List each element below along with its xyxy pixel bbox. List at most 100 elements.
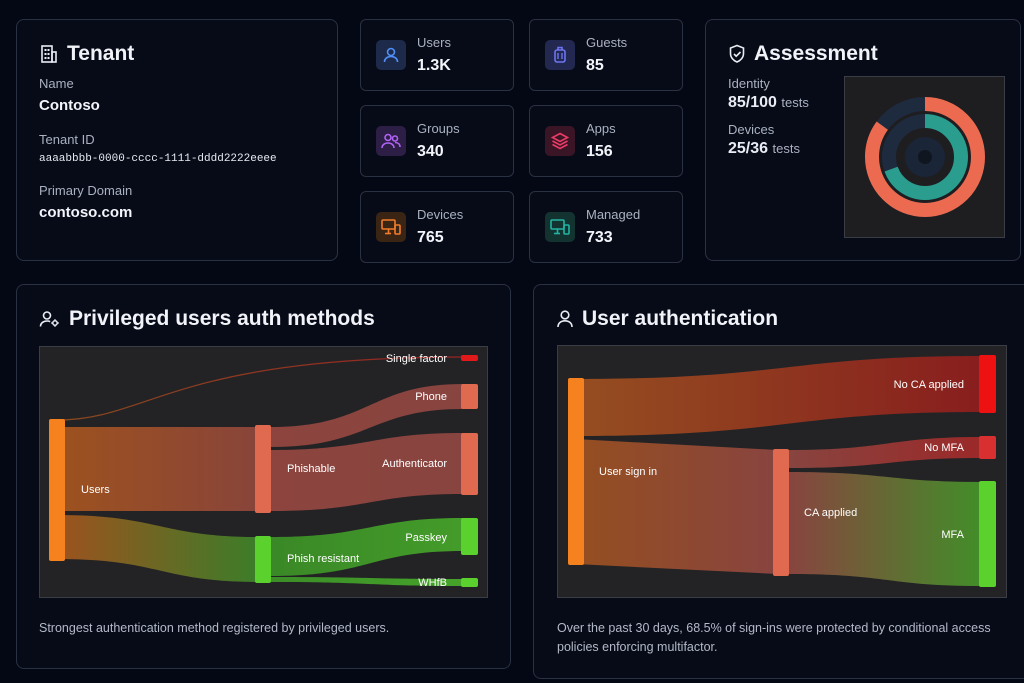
user-auth-sankey: User sign in CA applied No CA applied No… <box>557 345 1007 598</box>
label-user-sign-in: User sign in <box>599 466 657 478</box>
privileged-auth-footer: Strongest authentication method register… <box>39 621 390 635</box>
user-auth-title: User authentication <box>556 307 1002 331</box>
label-phish-resistant: Phish resistant <box>287 553 359 565</box>
stat-devices-label: Devices <box>417 207 464 222</box>
people-icon <box>376 126 406 156</box>
shield-check-icon <box>729 44 745 63</box>
stat-groups[interactable]: Groups 340 <box>360 105 514 177</box>
stat-groups-value: 340 <box>417 143 444 160</box>
devices-unit: tests <box>772 141 800 156</box>
label-passkey: Passkey <box>405 532 447 544</box>
user-auth-footer: Over the past 30 days, 68.5% of sign-ins… <box>557 621 991 654</box>
devices-row: Devices 25/36 tests <box>728 122 998 158</box>
stat-guests-label: Guests <box>586 35 628 50</box>
tenant-id-field: Tenant ID aaaabbbb-0000-cccc-1111-dddd22… <box>39 132 315 165</box>
tenant-card: Tenant Name Contoso Tenant ID aaaabbbb-0… <box>16 19 338 261</box>
tenant-name-value: Contoso <box>39 97 100 114</box>
donut-hole <box>918 150 932 164</box>
node-phone[interactable] <box>461 384 478 409</box>
stat-apps[interactable]: Apps 156 <box>529 105 683 177</box>
link-ca-no-mfa[interactable] <box>789 437 981 468</box>
stat-apps-value: 156 <box>586 143 613 160</box>
identity-value: 85/100 <box>728 94 777 111</box>
devices-icon <box>376 212 406 242</box>
tenant-title: Tenant <box>39 42 315 66</box>
assessment-title-text: Assessment <box>754 42 878 65</box>
node-user-sign-in[interactable] <box>568 378 584 565</box>
tenant-domain-label: Primary Domain <box>39 183 133 198</box>
stat-devices-value: 765 <box>417 229 444 246</box>
node-phish-resistant[interactable] <box>255 536 271 583</box>
label-no-ca: No CA applied <box>894 379 964 391</box>
tenant-id-value: aaaabbbb-0000-cccc-1111-dddd2222eeee <box>39 153 277 165</box>
tenant-domain-field: Primary Domain contoso.com <box>39 183 315 221</box>
stat-managed-value: 733 <box>586 229 613 246</box>
link-users-phish-resistant[interactable] <box>57 515 259 582</box>
stat-users-label: Users <box>417 35 451 50</box>
link-sign-in-ca-applied[interactable] <box>575 439 777 574</box>
label-authenticator: Authenticator <box>382 458 447 470</box>
stat-users-value: 1.3K <box>417 57 451 74</box>
label-single-factor: Single factor <box>386 353 447 365</box>
link-users-single-factor[interactable] <box>56 356 466 421</box>
link-phishable-authenticator[interactable] <box>271 433 463 511</box>
label-mfa: MFA <box>941 529 964 541</box>
node-passkey[interactable] <box>461 518 478 555</box>
label-users: Users <box>81 484 110 496</box>
stat-managed[interactable]: Managed 733 <box>529 191 683 263</box>
stat-devices[interactable]: Devices 765 <box>360 191 514 263</box>
label-phone: Phone <box>415 391 447 403</box>
node-phishable[interactable] <box>255 425 271 513</box>
identity-unit: tests <box>781 95 809 110</box>
devices-value: 25/36 <box>728 140 769 157</box>
managed-devices-icon <box>545 212 575 242</box>
assessment-title: Assessment <box>728 42 998 66</box>
node-no-ca[interactable] <box>979 355 996 413</box>
label-whfb: WHfB <box>418 577 447 589</box>
stat-guests-value: 85 <box>586 57 604 74</box>
tenant-name-field: Name Contoso <box>39 76 315 114</box>
building-icon <box>41 45 57 63</box>
stat-groups-label: Groups <box>417 121 460 136</box>
link-phish-resistant-whfb[interactable] <box>271 577 463 586</box>
identity-label: Identity <box>728 76 770 91</box>
stat-guests[interactable]: Guests 85 <box>529 19 683 91</box>
privileged-auth-card: Privileged users auth methods <box>16 284 511 669</box>
stat-users[interactable]: Users 1.3K <box>360 19 514 91</box>
luggage-icon <box>545 40 575 70</box>
privileged-sankey: Users Phishable Phish resistant Single f… <box>39 346 488 598</box>
devices-label: Devices <box>728 122 775 137</box>
node-authenticator[interactable] <box>461 433 478 495</box>
node-users[interactable] <box>49 419 65 561</box>
assessment-card: Assessment Identity 85/100 tests Devices… <box>705 19 1021 261</box>
person-icon <box>557 310 573 328</box>
stat-apps-label: Apps <box>586 121 616 136</box>
user-icon <box>376 40 406 70</box>
link-ca-mfa[interactable] <box>789 472 981 586</box>
link-sign-in-no-ca[interactable] <box>575 356 981 436</box>
identity-row: Identity 85/100 tests <box>728 76 998 112</box>
user-settings-icon <box>39 311 59 327</box>
tenant-id-label: Tenant ID <box>39 132 95 147</box>
node-whfb[interactable] <box>461 578 478 587</box>
user-auth-title-text: User authentication <box>582 307 779 330</box>
label-ca-applied: CA applied <box>804 507 857 519</box>
devices-arc <box>882 114 968 200</box>
layers-icon <box>545 126 575 156</box>
tenant-domain-value: contoso.com <box>39 204 133 221</box>
tenant-title-text: Tenant <box>67 42 135 65</box>
link-phishable-phone[interactable] <box>271 384 463 447</box>
tenant-name-label: Name <box>39 76 74 91</box>
node-mfa[interactable] <box>979 481 996 587</box>
link-phish-resistant-passkey[interactable] <box>271 518 463 576</box>
label-no-mfa: No MFA <box>924 442 964 454</box>
node-ca-applied[interactable] <box>773 449 789 576</box>
user-auth-card: User authentication User sign in CA appl… <box>533 284 1024 679</box>
assessment-donut-chart <box>844 76 1005 238</box>
stat-managed-label: Managed <box>586 207 641 222</box>
link-users-phishable[interactable] <box>57 427 259 511</box>
node-single-factor[interactable] <box>461 355 478 361</box>
identity-arc <box>865 97 985 217</box>
privileged-auth-title: Privileged users auth methods <box>39 307 488 331</box>
node-no-mfa[interactable] <box>979 436 996 459</box>
